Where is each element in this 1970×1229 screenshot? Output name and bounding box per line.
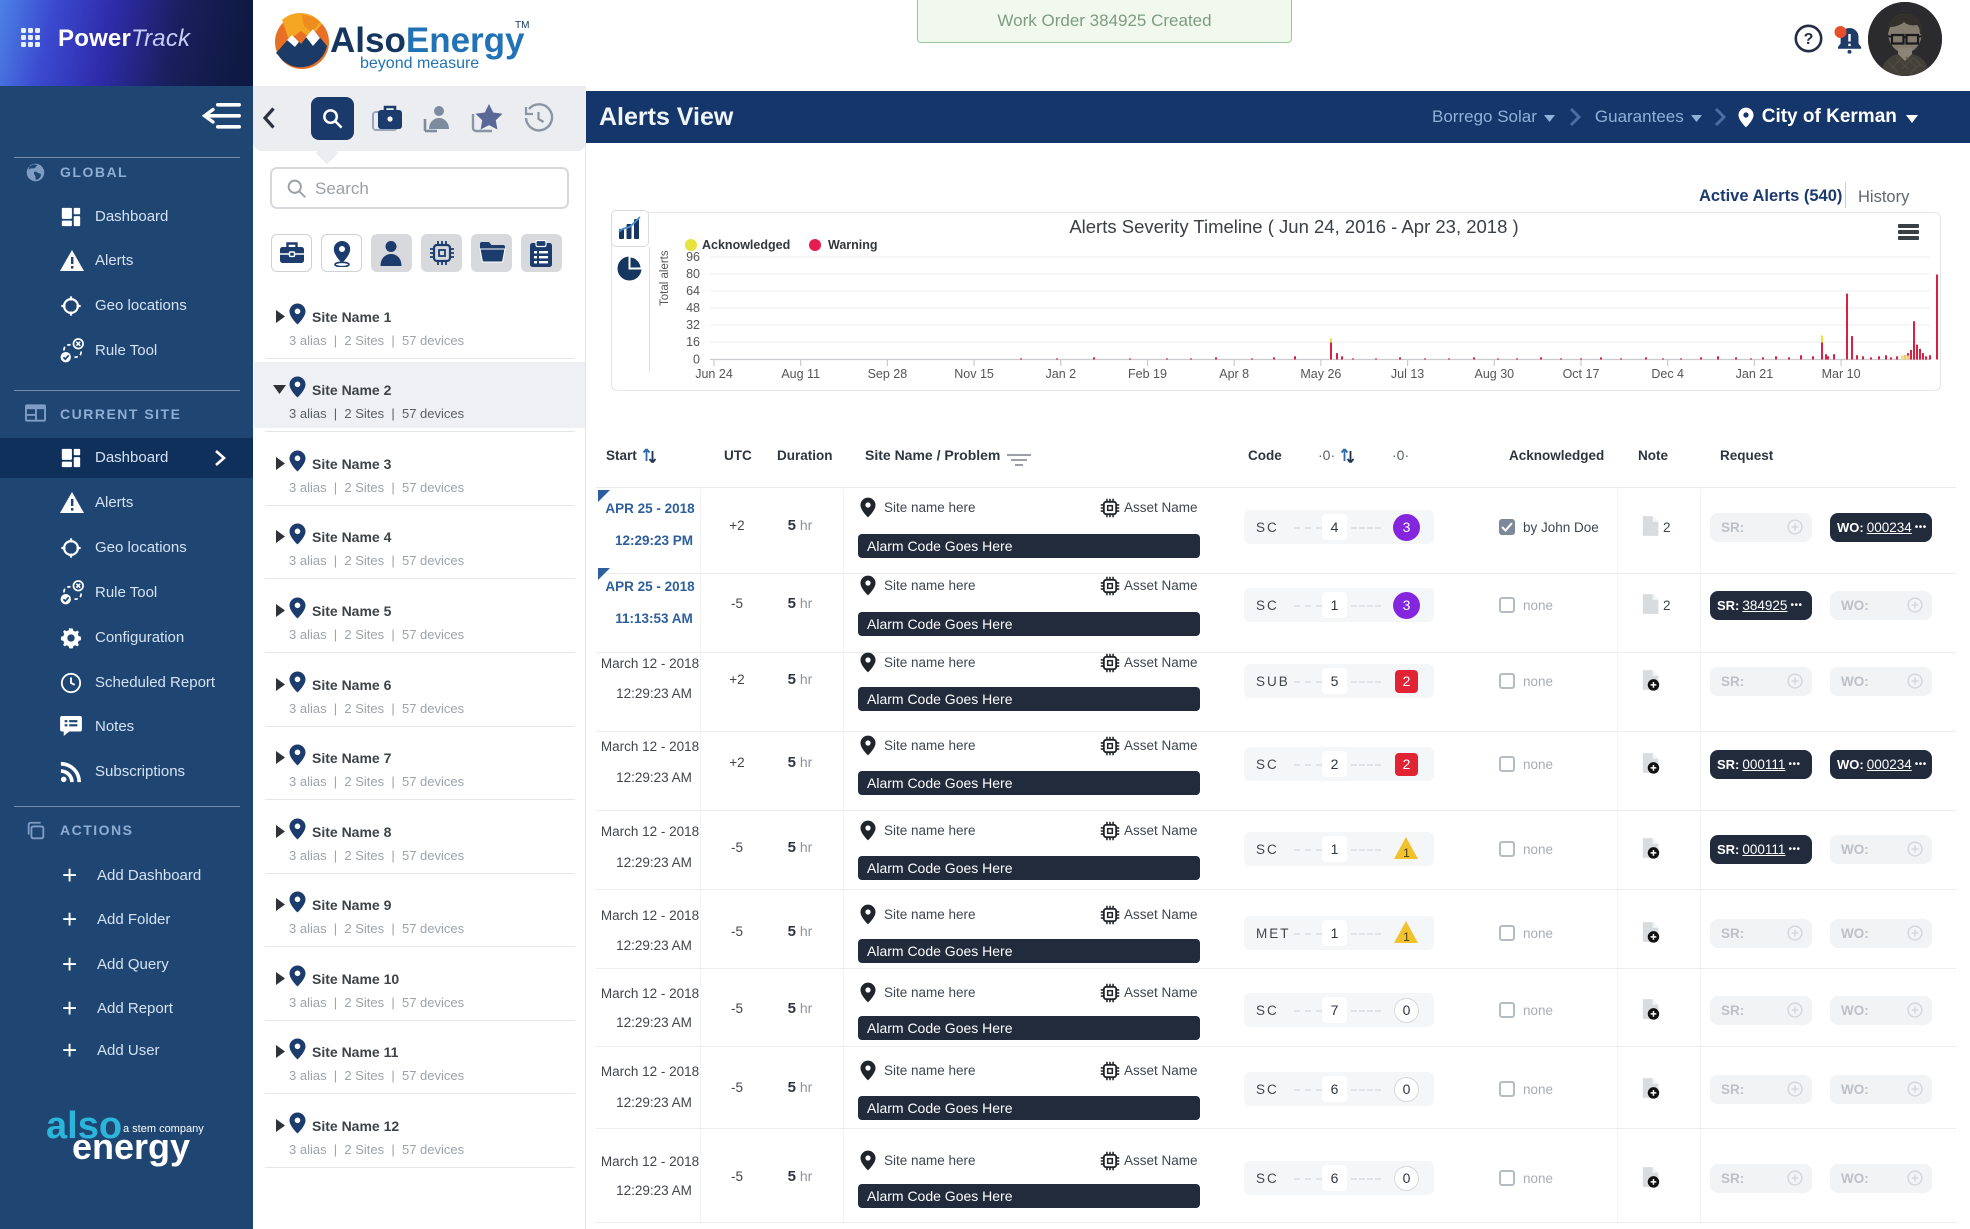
- svg-text:AlsoEnergy: AlsoEnergy: [330, 21, 525, 60]
- svg-text:Jan 2: Jan 2: [1046, 367, 1077, 381]
- svg-text:Mar 10: Mar 10: [1822, 367, 1861, 381]
- svg-text:80: 80: [686, 267, 700, 281]
- svg-text:?: ?: [1804, 31, 1814, 48]
- svg-text:16: 16: [686, 335, 700, 349]
- svg-text:Jul 13: Jul 13: [1391, 367, 1424, 381]
- svg-text:Aug 11: Aug 11: [781, 367, 820, 381]
- svg-text:Feb 19: Feb 19: [1128, 367, 1167, 381]
- svg-text:0: 0: [693, 353, 700, 367]
- svg-text:48: 48: [686, 301, 700, 315]
- svg-text:32: 32: [686, 318, 700, 332]
- svg-text:beyond measure: beyond measure: [360, 55, 479, 72]
- svg-text:Jun 24: Jun 24: [695, 367, 733, 381]
- svg-text:Aug 30: Aug 30: [1474, 367, 1514, 381]
- svg-text:May 26: May 26: [1300, 367, 1341, 381]
- svg-text:64: 64: [686, 284, 700, 298]
- svg-text:Jan 21: Jan 21: [1736, 367, 1774, 381]
- svg-text:Oct 17: Oct 17: [1563, 367, 1600, 381]
- svg-text:Nov 15: Nov 15: [954, 367, 994, 381]
- svg-text:Sep 28: Sep 28: [868, 367, 908, 381]
- svg-text:TM: TM: [515, 20, 529, 31]
- svg-text:Total alerts: Total alerts: [659, 250, 671, 306]
- svg-text:96: 96: [686, 250, 700, 264]
- svg-text:Apr 8: Apr 8: [1219, 367, 1249, 381]
- svg-text:Dec 4: Dec 4: [1651, 367, 1684, 381]
